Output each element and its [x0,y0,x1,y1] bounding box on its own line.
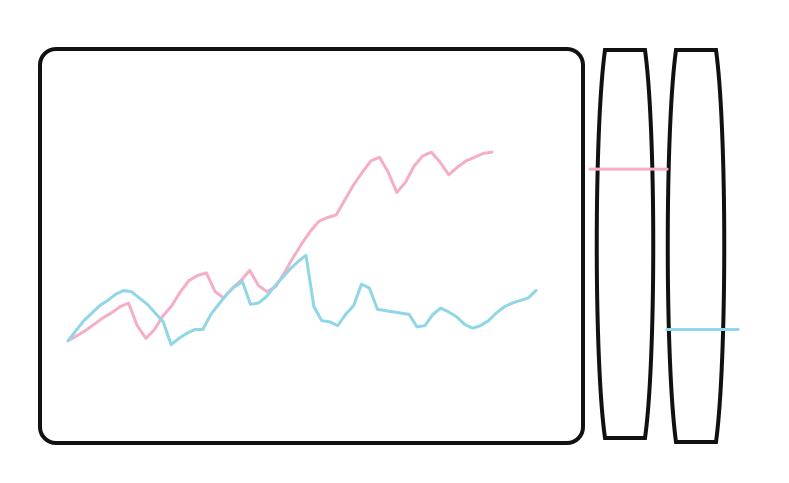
series-line-blue [66,253,538,347]
pink-channel-track [594,48,656,440]
main-panel-frame [38,47,585,445]
series-line-pink [66,150,494,343]
series-layer [66,150,538,347]
blue-channel-track [665,48,727,444]
marker-layer [588,167,740,331]
